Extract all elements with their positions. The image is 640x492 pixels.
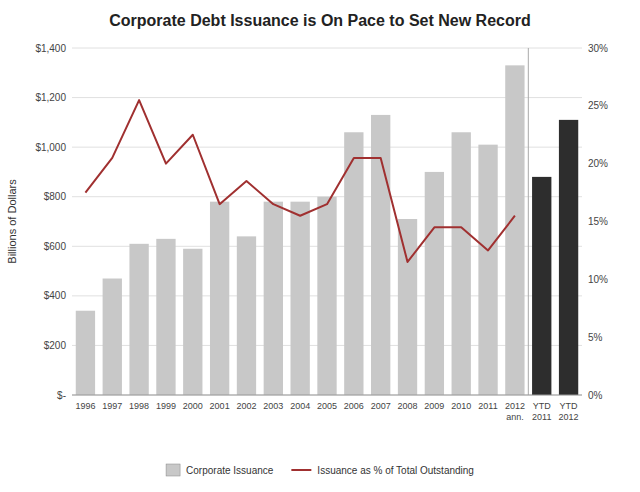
background [0, 0, 640, 492]
x-tick-label-line: ann. [506, 412, 524, 422]
bar [452, 132, 471, 395]
x-tick-label: YTD2011 [532, 401, 551, 422]
x-tick-label: 2005 [317, 401, 337, 411]
bar [264, 202, 283, 395]
x-tick-label-line: 2005 [317, 401, 337, 411]
bar [505, 65, 524, 395]
y2-tick-label: 30% [588, 43, 608, 54]
chart: Corporate Debt Issuance is On Pace to Se… [0, 0, 640, 492]
bar [398, 219, 417, 395]
x-tick-label-line: 2012 [559, 412, 579, 422]
y2-tick-label: 20% [588, 158, 608, 169]
x-tick-label-line: 2000 [183, 401, 203, 411]
bar [156, 239, 175, 395]
x-tick-label-line: 2006 [344, 401, 364, 411]
legend-label: Corporate Issuance [186, 465, 274, 476]
x-tick-label: 2010 [451, 401, 471, 411]
y-tick-label: $1,200 [35, 92, 66, 103]
y2-tick-label: 5% [588, 332, 603, 343]
bar [317, 197, 336, 395]
grid-line [72, 395, 582, 396]
x-tick-label-line: 1999 [156, 401, 176, 411]
x-tick-label-line: YTD [560, 401, 579, 411]
bar [559, 120, 578, 395]
x-tick-label: 1999 [156, 401, 176, 411]
y2-tick-label: 0% [588, 390, 603, 401]
bar [129, 244, 148, 395]
y-tick-label: $200 [44, 340, 67, 351]
x-tick-label: 1996 [75, 401, 95, 411]
y-tick-label: $600 [44, 241, 67, 252]
x-tick-label-line: 2004 [290, 401, 310, 411]
bar [76, 311, 95, 395]
x-tick-label: 2011 [478, 401, 497, 411]
bar [183, 249, 202, 395]
x-tick-label-line: 2011 [478, 401, 497, 411]
x-tick-label-line: 2007 [371, 401, 391, 411]
x-tick-label: 2012ann. [505, 401, 525, 422]
x-tick-label: 2000 [183, 401, 203, 411]
x-tick-label: 2007 [371, 401, 391, 411]
bar [210, 202, 229, 395]
marks [76, 48, 578, 395]
bar [425, 172, 444, 395]
legend-swatch [291, 469, 311, 471]
y-axis-label: Billions of Dollars [6, 179, 18, 264]
y2-tick-label: 25% [588, 100, 608, 111]
x-tick-label: YTD2012 [559, 401, 579, 422]
y-tick-label: $1,400 [35, 43, 66, 54]
x-tick-label: 2002 [236, 401, 256, 411]
y-tick-label: $1,000 [35, 142, 66, 153]
x-tick-label-line: 2009 [424, 401, 444, 411]
x-tick-label-line: 2002 [236, 401, 256, 411]
line [85, 100, 514, 262]
x-tick-label-line: 2003 [263, 401, 283, 411]
y2-tick-label: 10% [588, 274, 608, 285]
bar [290, 202, 309, 395]
y-tick-label: $800 [44, 191, 67, 202]
x-tick-label-line: 2001 [210, 401, 230, 411]
x-tick-label-line: 2011 [532, 412, 551, 422]
title: Corporate Debt Issuance is On Pace to Se… [109, 12, 530, 29]
x-tick-label: 2004 [290, 401, 310, 411]
x-tick-label-line: 2012 [505, 401, 525, 411]
x-tick-label-line: 1997 [102, 401, 122, 411]
grid [72, 48, 582, 395]
x-tick-label-line: 1998 [129, 401, 149, 411]
x-tick-label: 2006 [344, 401, 364, 411]
x-tick-label-line: 2010 [451, 401, 471, 411]
grid-line [72, 48, 582, 49]
x-tick-label-line: 1996 [75, 401, 95, 411]
y2-tick-label: 15% [588, 216, 608, 227]
bar [237, 236, 256, 395]
x-tick-label: 2001 [210, 401, 230, 411]
x-tick-label-line: 2008 [398, 401, 418, 411]
x-tick-label: 1998 [129, 401, 149, 411]
x-tick-label: 2008 [398, 401, 418, 411]
bar [478, 145, 497, 395]
legend-swatch [166, 464, 180, 476]
y-tick-label: $400 [44, 290, 67, 301]
x-axis-line [72, 395, 582, 396]
y-tick-label: $- [57, 390, 66, 401]
bar [344, 132, 363, 395]
x-tick-label: 2003 [263, 401, 283, 411]
x-tick-label: 1997 [102, 401, 122, 411]
x-tick-label: 2009 [424, 401, 444, 411]
x-tick-label-line: YTD [533, 401, 552, 411]
legend: Corporate Issuance Issuance as % of Total… [166, 464, 474, 476]
bar [103, 279, 122, 395]
legend-label: Issuance as % of Total Outstanding [317, 465, 474, 476]
group-separator [528, 48, 529, 395]
bar [532, 177, 551, 395]
